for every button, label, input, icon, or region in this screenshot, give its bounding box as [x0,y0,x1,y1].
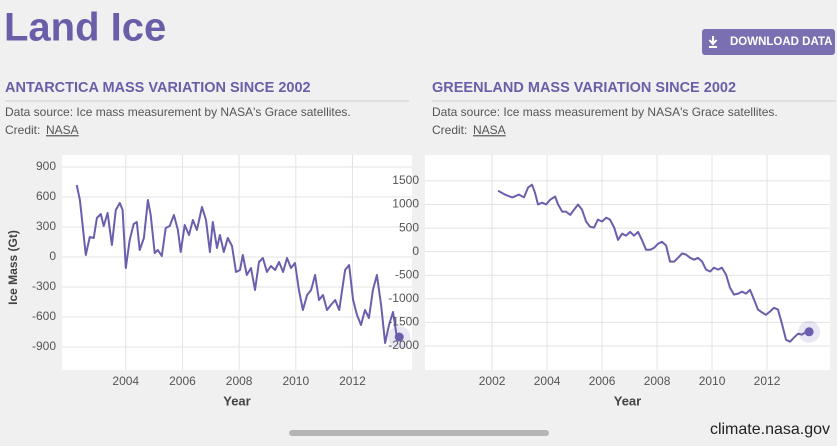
y-tick-label: -1000 [388,291,419,305]
data-line [75,184,400,344]
y-tick-label: -500 [395,267,419,281]
x-tick-label: 2012 [754,374,781,388]
y-tick-label: 500 [399,220,419,234]
x-tick-label: 2012 [339,374,366,388]
plot-area [425,155,830,370]
panel-heading: ANTARCTICA MASS VARIATION SINCE 2002 [5,80,311,96]
x-axis-label: Year [223,393,250,408]
download-icon[interactable] [708,36,718,48]
download-button[interactable]: DOWNLOAD DATA [702,29,835,55]
x-tick-label: 2002 [479,374,506,388]
y-tick-label: -900 [32,339,56,353]
data-source: Data source: Ice mass measurement by NAS… [5,105,351,119]
y-tick-label: 900 [36,159,56,173]
y-tick-label: -600 [32,309,56,323]
x-tick-label: 2010 [282,374,309,388]
end-point [804,327,814,337]
plot-area [62,155,412,370]
y-tick-label: -2000 [388,338,419,352]
panel-heading: GREENLAND MASS VARIATION SINCE 2002 [432,80,736,96]
x-tick-label: 2008 [226,374,253,388]
y-tick-label: 1500 [392,173,419,187]
credit-label: Credit: [5,123,40,137]
data-source: Data source: Ice mass measurement by NAS… [432,105,778,119]
y-axis-label: Ice Mass (Gt) [6,230,20,305]
page-title: Land Ice [4,6,166,50]
y-tick-label: 300 [36,219,56,233]
credit-label: Credit: [432,123,467,137]
y-tick-label: -1500 [388,315,419,329]
footer: climate.nasa.gov [710,421,830,438]
scrollbar [289,430,549,436]
credit-link[interactable]: NASA [46,123,79,137]
x-tick-label: 2010 [699,374,726,388]
x-tick-label: 2008 [644,374,671,388]
x-axis-label: Year [614,393,641,408]
x-tick-label: 2004 [112,374,139,388]
y-tick-label: -300 [32,279,56,293]
y-tick-label: 0 [49,249,56,263]
button-label[interactable]: DOWNLOAD DATA [730,36,832,48]
button-bg[interactable] [702,29,835,55]
y-tick-label: 600 [36,189,56,203]
end-point [394,332,404,342]
y-tick-label: 1000 [392,197,419,211]
data-line [497,183,810,343]
x-tick-label: 2006 [589,374,616,388]
y-tick-label: 0 [412,244,419,258]
x-tick-label: 2004 [534,374,561,388]
x-tick-label: 2006 [169,374,196,388]
credit-link[interactable]: NASA [473,123,506,137]
